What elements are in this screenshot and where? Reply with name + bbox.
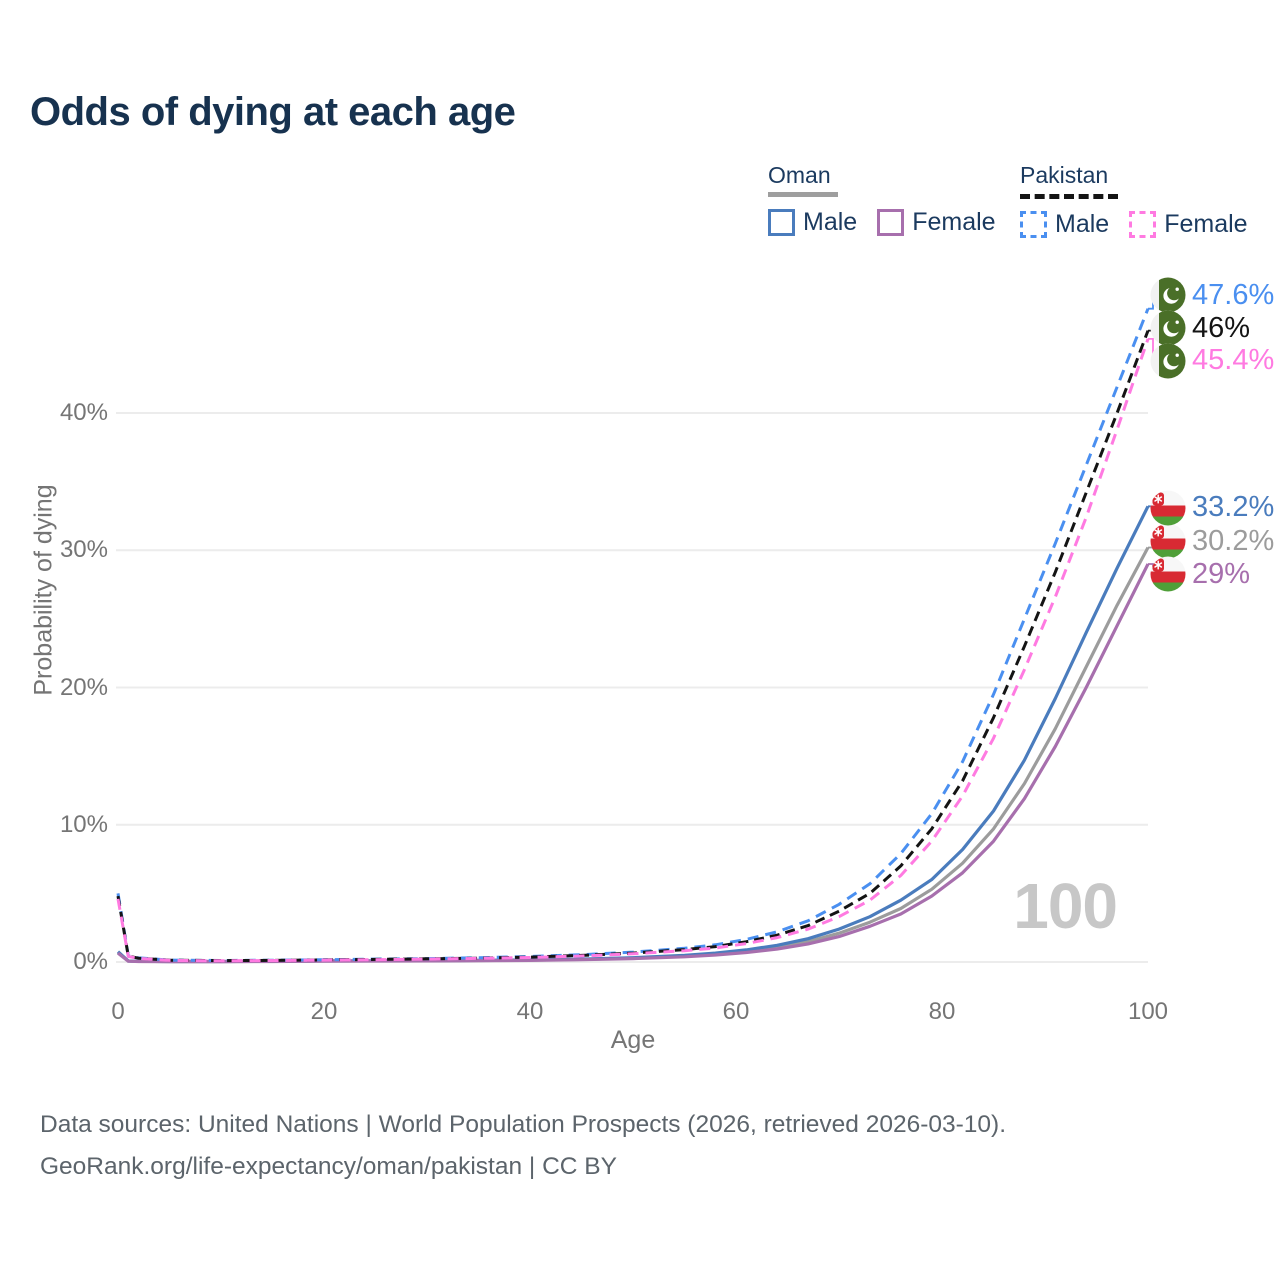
age-counter-watermark: 100 [1013, 870, 1118, 942]
footer: Data sources: United Nations | World Pop… [40, 1104, 1006, 1188]
oman-flag-icon [1150, 523, 1186, 559]
series-end-value: 46% [1192, 311, 1251, 344]
end-label-pakistan_both: 46% [1150, 310, 1250, 346]
pakistan-female-label: Female [1164, 210, 1248, 238]
end-label-oman_both: 30.2% [1150, 523, 1274, 559]
footer-attribution: GeoRank.org/life-expectancy/oman/pakista… [40, 1153, 617, 1180]
oman-male-swatch-icon[interactable] [768, 209, 795, 236]
pakistan-flag-icon [1150, 277, 1186, 313]
pakistan-female-swatch-icon[interactable] [1129, 211, 1157, 238]
x-tick-label: 20 [310, 998, 338, 1025]
series-line-pakistan_male[interactable] [116, 308, 1150, 962]
series-line-oman_female[interactable] [117, 563, 1150, 964]
legend-item-pakistan-female[interactable]: Female [1129, 210, 1248, 239]
y-tick-label: 10% [59, 810, 108, 838]
oman-solid-line-sample [768, 192, 838, 197]
x-tick-label: 80 [928, 998, 956, 1025]
legend-country-oman[interactable]: Oman [768, 162, 996, 197]
x-tick-label: 0 [111, 998, 125, 1025]
oman-flag-icon [1150, 556, 1186, 592]
series-line-pakistan_female[interactable] [116, 338, 1150, 963]
y-tick-label: 30% [59, 536, 108, 564]
series-line-oman_male[interactable] [116, 505, 1150, 964]
end-label-pakistan_male: 47.6% [1150, 277, 1274, 313]
page-title: Odds of dying at each age [30, 90, 516, 134]
oman-female-label: Female [912, 208, 996, 236]
x-tick-label: 40 [516, 998, 544, 1025]
series-end-value: 30.2% [1192, 524, 1275, 557]
pakistan-dashed-line-sample [1020, 194, 1118, 199]
series-end-value: 29% [1192, 557, 1251, 590]
legend-country-oman-label: Oman [768, 162, 831, 188]
footer-data-sources: Data sources: United Nations | World Pop… [40, 1111, 1007, 1138]
y-tick-label: 40% [59, 399, 108, 426]
y-tick-label: 0% [73, 948, 108, 975]
series-line-pakistan_both[interactable] [116, 330, 1150, 963]
legend-items-pakistan: Male Female [1020, 210, 1248, 239]
y-axis-title: Probability of dying [29, 484, 58, 696]
end-label-pakistan_female: 45.4% [1150, 343, 1274, 379]
legend-item-oman-male[interactable]: Male [768, 208, 857, 237]
series-line-oman_both[interactable] [116, 546, 1150, 964]
legend-country-pakistan[interactable]: Pakistan [1020, 162, 1248, 199]
legend-item-oman-female[interactable]: Female [877, 208, 996, 237]
legend-country-pakistan-label: Pakistan [1020, 162, 1109, 188]
pakistan-male-label: Male [1055, 210, 1110, 238]
end-label-oman_female: 29% [1150, 556, 1250, 592]
x-tick-label: 100 [1127, 998, 1169, 1025]
legend-items-oman: Male Female [768, 208, 996, 237]
pakistan-flag-icon [1150, 310, 1186, 346]
series-end-value: 33.2% [1192, 491, 1275, 523]
legend-item-pakistan-male[interactable]: Male [1020, 210, 1109, 239]
y-tick-label: 20% [59, 673, 108, 701]
oman-flag-icon [1150, 490, 1186, 525]
legend-group-oman: Oman Male Female [768, 162, 996, 237]
series-end-value: 45.4% [1192, 344, 1275, 376]
end-label-oman_male: 33.2% [1150, 490, 1274, 526]
oman-male-label: Male [803, 208, 858, 236]
x-axis-title: Age [610, 1026, 656, 1054]
oman-female-swatch-icon[interactable] [877, 209, 905, 236]
x-tick-label: 60 [722, 998, 750, 1025]
pakistan-male-swatch-icon[interactable] [1020, 211, 1047, 238]
series-end-value: 47.6% [1192, 278, 1275, 311]
pakistan-flag-icon [1150, 343, 1186, 378]
legend-group-pakistan: Pakistan Male Female [1020, 162, 1248, 239]
